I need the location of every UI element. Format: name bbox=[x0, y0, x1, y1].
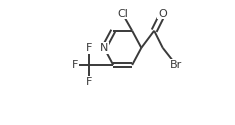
Text: N: N bbox=[100, 43, 108, 53]
Text: Br: Br bbox=[170, 60, 182, 70]
Text: F: F bbox=[86, 77, 93, 87]
Text: F: F bbox=[71, 60, 78, 70]
Text: O: O bbox=[158, 9, 167, 19]
Text: F: F bbox=[86, 43, 93, 53]
Text: Cl: Cl bbox=[117, 9, 128, 19]
